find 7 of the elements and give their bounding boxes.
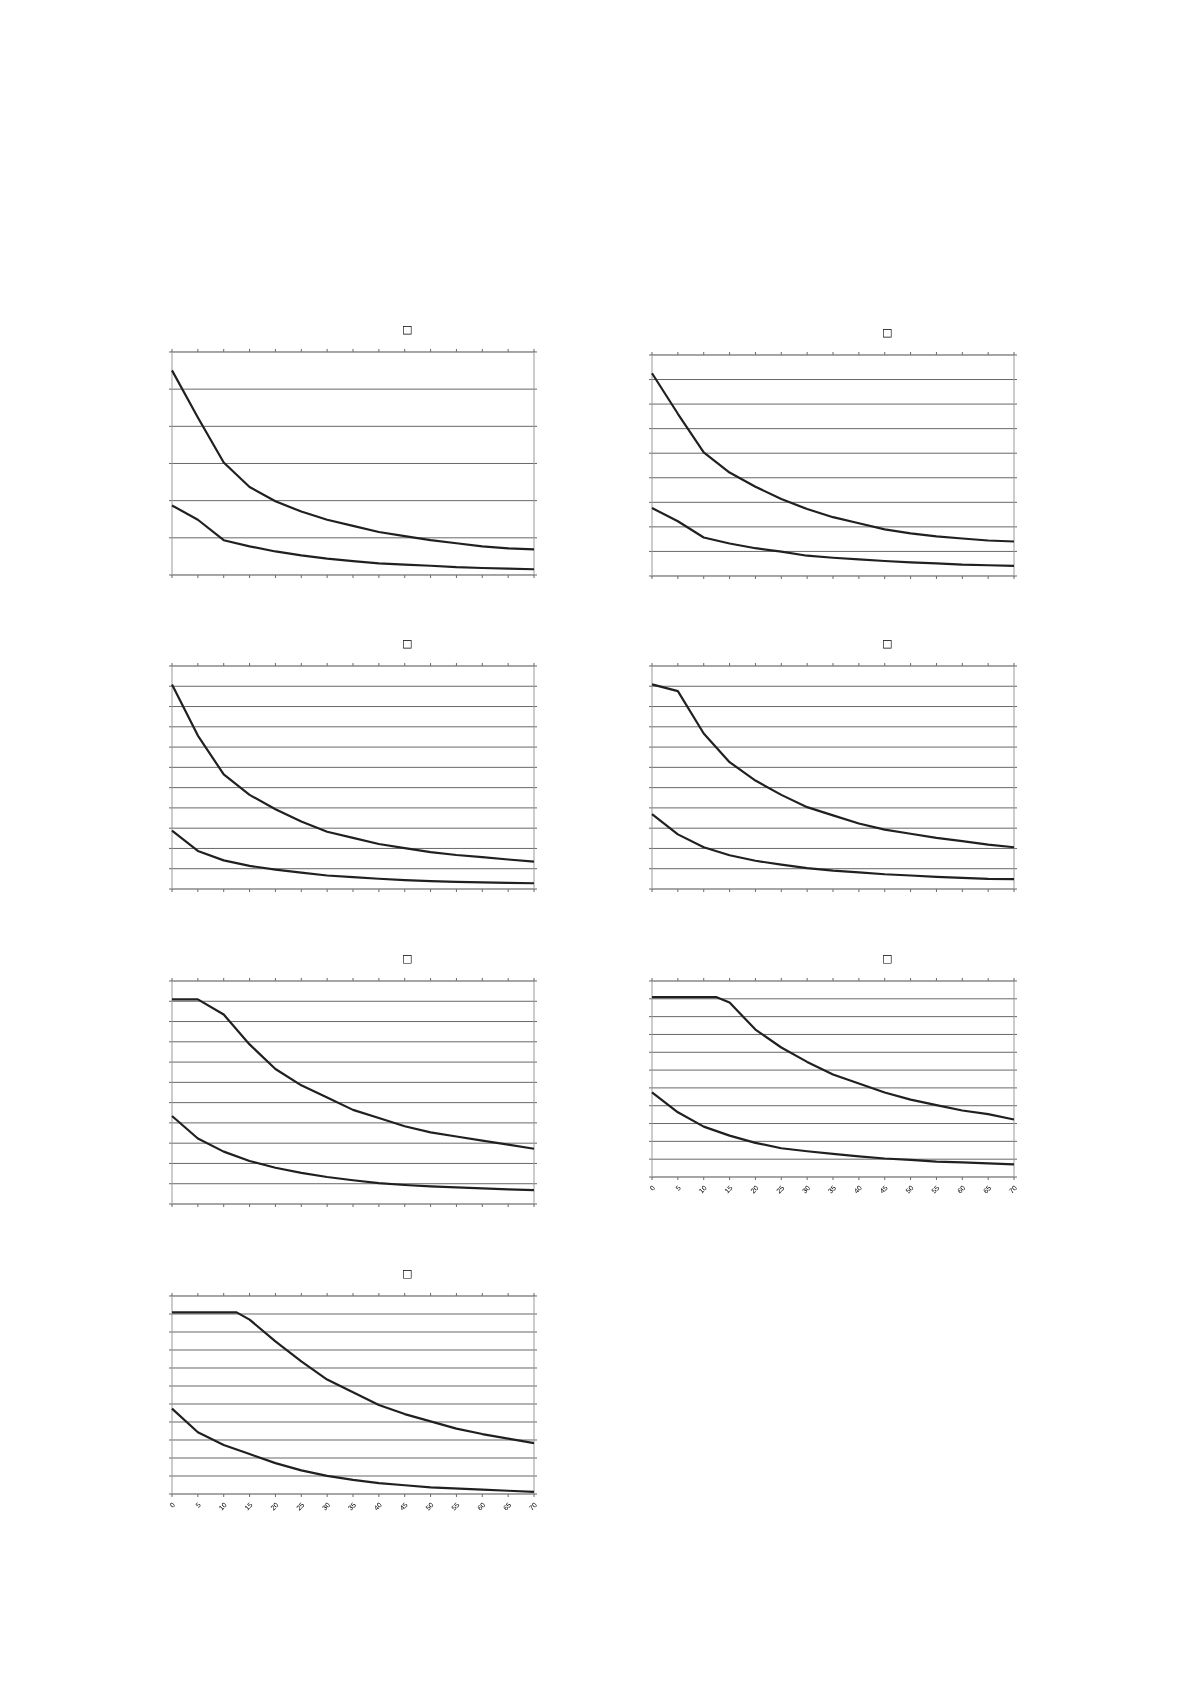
chart-title: □	[403, 955, 412, 964]
chart-title: □	[883, 329, 892, 338]
chart-title: □	[403, 640, 412, 649]
chart-title: □	[883, 640, 892, 649]
chart-title: □	[403, 1270, 412, 1279]
chart-title: □	[403, 326, 412, 335]
chart-title: □	[883, 955, 892, 964]
